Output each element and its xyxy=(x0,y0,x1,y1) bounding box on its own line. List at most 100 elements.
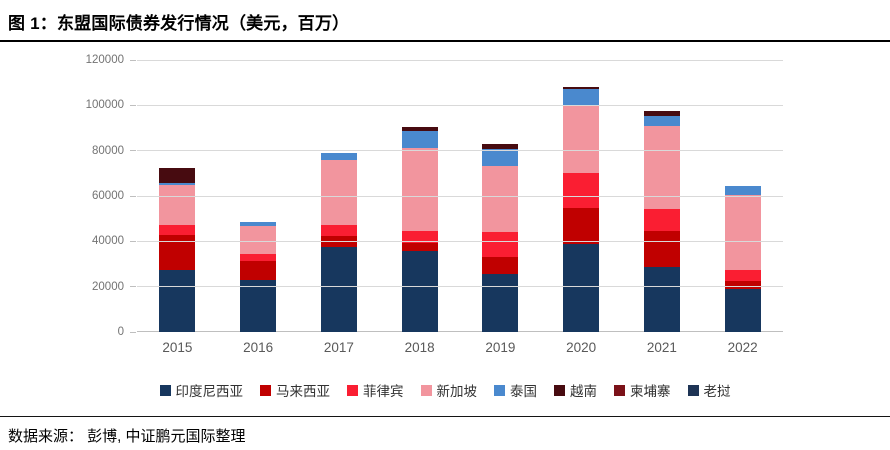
bar-segment xyxy=(724,288,761,332)
bar-segment xyxy=(159,225,196,236)
x-axis-label: 2022 xyxy=(727,340,758,355)
chart-legend: 印度尼西亚 马来西亚 菲律宾 新加坡 泰国 越南 柬埔寨 老挝 xyxy=(0,380,890,400)
y-axis-label: 100000 xyxy=(85,99,124,112)
legend-label: 印度尼西亚 xyxy=(175,384,244,399)
legend-swatch xyxy=(159,384,171,396)
bar-segment xyxy=(563,105,600,173)
bar-2020 xyxy=(563,86,600,332)
bar-segment xyxy=(643,267,680,332)
x-label-slot: 2015 xyxy=(137,340,218,355)
gridline-120000 xyxy=(137,59,783,61)
x-label-slot: 2018 xyxy=(379,340,460,355)
x-axis-label: 2020 xyxy=(566,340,597,355)
source-text: 数据来源： 彭博, 中证鹏元国际整理 xyxy=(8,428,246,445)
bar-segment xyxy=(482,166,519,232)
legend-swatch xyxy=(687,384,699,396)
legend-swatch xyxy=(614,384,625,396)
x-axis-label: 2021 xyxy=(646,340,677,355)
legend-label: 马来西亚 xyxy=(276,384,330,399)
legend-item-印度尼西亚: 印度尼西亚 xyxy=(159,380,244,400)
legend-item-柬埔寨: 柬埔寨 xyxy=(614,380,671,400)
legend-swatch xyxy=(494,384,505,396)
legend-item-马来西亚: 马来西亚 xyxy=(260,380,330,400)
bar-segment xyxy=(724,281,761,289)
y-axis-label: 80000 xyxy=(92,144,124,157)
bar-segment xyxy=(240,225,277,255)
bar-segment xyxy=(643,126,680,210)
gridline-80000 xyxy=(137,150,783,152)
x-axis-label: 2018 xyxy=(404,340,435,355)
bar-segment xyxy=(482,143,519,149)
bar-segment xyxy=(724,269,761,282)
legend-item-越南: 越南 xyxy=(554,380,597,400)
figure-title: 图 1：东盟国际债券发行情况（美元，百万） xyxy=(0,0,890,42)
legend-item-老挝: 老挝 xyxy=(687,380,731,400)
bar-slot-2020 xyxy=(541,60,622,332)
bar-segment xyxy=(320,160,357,226)
x-label-slot: 2022 xyxy=(702,340,783,355)
bar-segment xyxy=(643,116,680,127)
x-axis-label: 2019 xyxy=(485,340,516,355)
bar-2017 xyxy=(320,153,357,332)
bar-slot-2016 xyxy=(218,60,299,332)
bar-segment xyxy=(159,182,196,185)
bar-segment xyxy=(724,194,761,270)
y-tick-120000 xyxy=(130,59,136,61)
x-axis-label: 2016 xyxy=(243,340,274,355)
x-label-slot: 2017 xyxy=(299,340,380,355)
bar-segment xyxy=(320,153,357,161)
bar-segment xyxy=(401,251,438,332)
bar-2018 xyxy=(401,127,438,332)
legend-label: 柬埔寨 xyxy=(630,384,671,399)
bar-segment xyxy=(643,230,680,268)
bar-2022 xyxy=(724,185,761,332)
legend-item-新加坡: 新加坡 xyxy=(420,380,477,400)
footer-divider xyxy=(0,416,890,417)
bond-issuance-chart: 2015 2016 2017 2018 2019 2020 2021 2022 0 20000 4… xyxy=(0,54,890,356)
legend-swatch xyxy=(420,384,432,396)
bar-2019 xyxy=(482,143,519,332)
x-label-slot: 2019 xyxy=(460,340,541,355)
x-axis-label: 2017 xyxy=(323,340,354,355)
y-axis-label: 40000 xyxy=(92,235,124,248)
bar-segment xyxy=(240,279,277,332)
bar-segment xyxy=(159,270,196,332)
bar-segment xyxy=(563,86,600,89)
bar-segment xyxy=(563,244,600,332)
bar-segment xyxy=(482,148,519,167)
gridline-20000 xyxy=(137,286,783,288)
legend-item-泰国: 泰国 xyxy=(494,380,537,400)
y-tick-60000 xyxy=(130,195,136,197)
bar-segment xyxy=(482,257,519,274)
bar-2021 xyxy=(643,111,680,332)
bar-2016 xyxy=(240,222,277,332)
bar-segment xyxy=(240,261,277,280)
legend-label: 泰国 xyxy=(510,384,537,399)
legend-swatch xyxy=(347,384,358,396)
x-axis-label: 2015 xyxy=(162,340,193,355)
legend-swatch xyxy=(554,384,565,396)
y-tick-80000 xyxy=(130,150,136,152)
bar-slot-2019 xyxy=(460,60,541,332)
y-tick-0 xyxy=(130,331,136,333)
gridline-40000 xyxy=(137,240,783,242)
x-axis-labels: 2015 2016 2017 2018 2019 2020 2021 2022 xyxy=(137,340,783,355)
gridline-100000 xyxy=(137,104,783,106)
x-label-slot: 2020 xyxy=(541,340,622,355)
bar-segment xyxy=(401,147,438,231)
legend-item-菲律宾: 菲律宾 xyxy=(347,380,404,400)
bar-segment xyxy=(401,131,438,148)
y-tick-20000 xyxy=(130,286,136,288)
bar-segment xyxy=(724,185,761,195)
bar-segment xyxy=(240,254,277,262)
bar-slot-2022 xyxy=(702,60,783,332)
bar-segment xyxy=(563,207,600,245)
legend-label: 菲律宾 xyxy=(363,384,404,399)
legend-label: 老挝 xyxy=(703,384,731,399)
x-label-slot: 2021 xyxy=(622,340,703,355)
y-tick-40000 xyxy=(130,240,136,242)
x-label-slot: 2016 xyxy=(218,340,299,355)
bar-segment xyxy=(563,88,600,106)
bar-segment xyxy=(643,209,680,231)
